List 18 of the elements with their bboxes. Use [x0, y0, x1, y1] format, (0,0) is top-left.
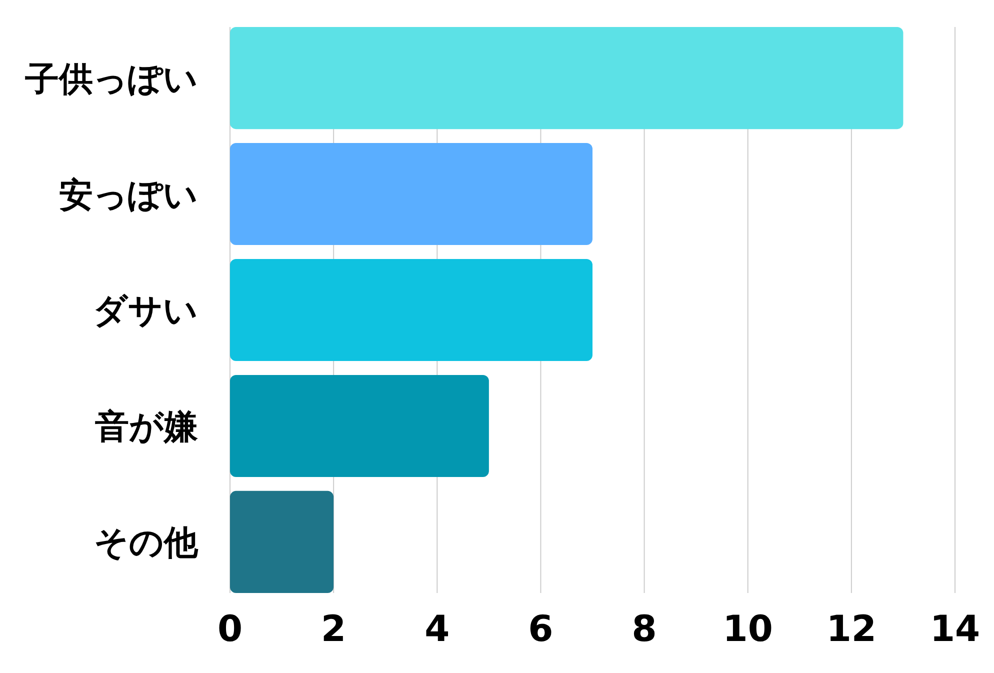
x-tick-label: 8	[632, 609, 657, 650]
bar	[230, 142, 592, 246]
x-tick-label: 0	[217, 609, 243, 650]
y-tick-label: 安っぽい	[59, 175, 198, 216]
x-tick-label: 14	[930, 609, 980, 650]
x-tick-label: 10	[722, 609, 773, 650]
x-tick-label: 2	[321, 609, 346, 650]
x-tick-label: 6	[528, 609, 554, 650]
bar	[230, 374, 489, 478]
y-tick-label: 子供っぽい	[24, 59, 198, 100]
x-tick-label: 4	[424, 609, 450, 650]
y-tick-label: 音が嫌	[95, 407, 198, 448]
y-tick-label: ダサい	[93, 291, 198, 332]
x-tick-label: 12	[826, 609, 876, 650]
bar	[230, 490, 334, 593]
bar	[230, 27, 904, 130]
y-tick-label: その他	[94, 523, 199, 564]
bar	[230, 258, 592, 362]
